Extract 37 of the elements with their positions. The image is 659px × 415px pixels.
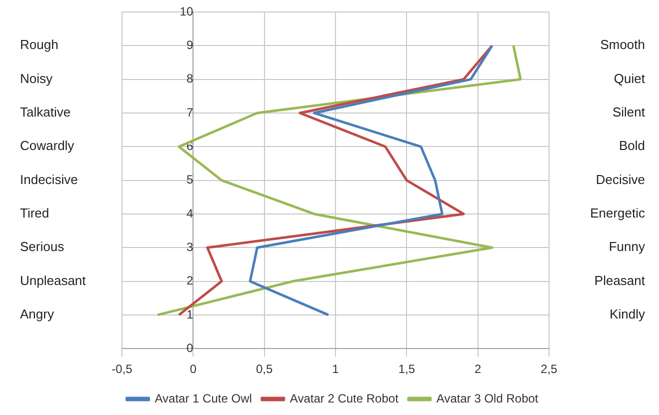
category-label: Smooth [600,37,645,52]
category-label: Decisive [596,172,645,187]
y-tick-label: 3 [186,240,194,254]
category-label: Unpleasant [20,272,86,288]
category-label: Angry [20,306,54,322]
category-label: Pleasant [594,272,645,288]
category-label: Noisy [20,70,53,86]
category-label: Quiet [614,70,645,86]
category-label: Rough [20,37,58,52]
y-tick-label: 7 [186,105,194,120]
y-tick-label: 9 [186,38,194,52]
x-tick-label: 1 [332,362,340,376]
x-tick-label: -0,5 [112,362,133,376]
y-tick-label: 5 [186,172,194,187]
category-label: Talkative [20,104,71,120]
category-label: Kindly [610,306,645,322]
legend-label: Avatar 3 Old Robot [436,391,539,406]
legend-label: Avatar 1 Cute Owl [154,391,252,406]
y-tick-label: 0 [186,340,194,355]
x-tick-label: 2 [474,362,482,376]
y-tick-label: 10 [180,4,194,18]
legend-label: Avatar 2 Cute Robot [290,391,400,406]
y-tick-label: 1 [186,307,194,322]
category-label: Funny [608,239,645,254]
category-label: Cowardly [20,138,74,154]
y-tick-label: 8 [186,72,194,86]
category-label: Tired [20,206,50,221]
x-tick-label: 1,5 [398,362,416,376]
category-label: Silent [612,104,645,120]
category-label: Serious [20,239,64,254]
x-tick-label: 2,5 [540,362,558,376]
category-label: Bold [618,138,645,154]
x-tick-label: 0,5 [256,362,273,376]
category-label: Energetic [590,206,645,221]
category-label: Indecisive [20,172,78,187]
y-tick-label: 4 [186,206,194,220]
y-tick-label: 2 [186,274,194,288]
